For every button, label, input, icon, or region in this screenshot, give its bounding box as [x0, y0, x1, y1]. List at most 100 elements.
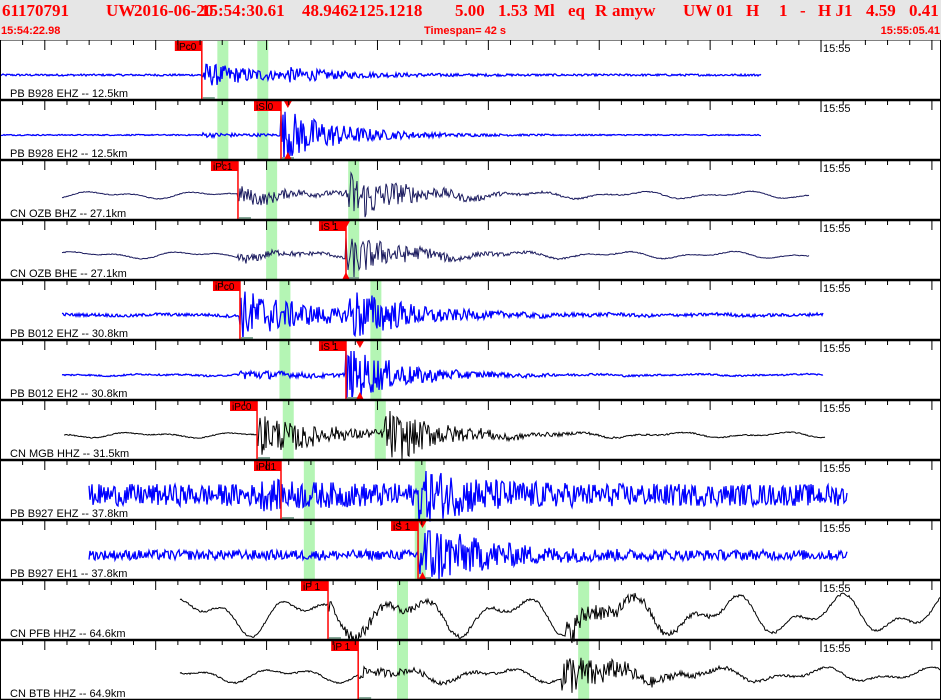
trace-panel[interactable]: iS 0 PB B928 EH2 -- 12.5km 15:55	[0, 100, 851, 161]
pick-label-box[interactable]	[230, 401, 258, 411]
seismogram-panels[interactable]: iPc0 PB B928 EHZ -- 12.5km 15:55 iS 0 PB B92…	[0, 40, 941, 700]
station-label: PB B928 EH2 -- 12.5km	[10, 148, 127, 160]
analysis-window	[217, 101, 229, 160]
event-type: eq	[568, 1, 585, 20]
pick-label: iPc0	[177, 42, 197, 53]
pick-label-box[interactable]	[212, 281, 240, 291]
station-label: CN BTB HHZ -- 64.9km	[10, 688, 126, 700]
longitude: -125.1218	[353, 1, 423, 20]
trace-panel[interactable]: iP 1 CN BTB HHZ -- 64.9km 15:55	[10, 640, 941, 700]
analysis-window	[414, 461, 426, 520]
trace-panel[interactable]: iPc0 CN MGB HHZ -- 31.5km 15:55	[10, 400, 851, 460]
pick-label-box[interactable]	[210, 161, 238, 171]
waveform	[88, 530, 848, 580]
waveform	[61, 171, 810, 218]
origin-time: 15:54:30.61	[201, 1, 285, 20]
pick-label: iPc0	[215, 282, 235, 293]
event-date: 2016-06-20	[134, 1, 214, 20]
minute-label: 15:55	[823, 223, 851, 235]
pick-label-box[interactable]	[174, 41, 202, 51]
pick-label-box[interactable]	[301, 581, 329, 591]
analysis-window	[279, 281, 291, 340]
timespan: Timespan= 42 s	[424, 25, 507, 37]
analysis-window	[414, 521, 426, 580]
s-marker-top-icon	[341, 221, 350, 228]
minute-label: 15:55	[823, 43, 851, 55]
magnitude: 1.53	[498, 1, 528, 20]
pick-uncertainty-bar	[346, 397, 359, 400]
trace-panel[interactable]: iP 1 CN PFB HHZ -- 64.6km 15:55	[10, 580, 941, 644]
waveform	[61, 350, 824, 401]
pick-label: iS 0	[256, 102, 274, 113]
station-label: PB B928 EHZ -- 12.5km	[10, 88, 128, 100]
minute-label: 15:55	[823, 343, 851, 355]
trace-panel[interactable]: iPc1 CN OZB BHZ -- 27.1km 15:55	[10, 160, 851, 220]
latitude: 48.9462	[302, 1, 358, 20]
minute-label: 15:55	[823, 403, 851, 415]
network: UW	[106, 1, 136, 20]
minute-label: 15:55	[823, 463, 851, 475]
depth: 5.00	[455, 1, 485, 20]
source: UW 01	[683, 1, 734, 20]
pick-label: iS 1	[321, 222, 339, 233]
field-1: 1	[779, 1, 788, 20]
trace-panel[interactable]: iPc0 PB B012 EHZ -- 30.8km 15:55	[10, 280, 851, 340]
waveform	[61, 236, 810, 278]
analysis-window	[279, 341, 291, 400]
pick-label: iS 1	[321, 342, 339, 353]
s-marker-bottom-icon	[341, 272, 350, 280]
minute-label: 15:55	[823, 163, 851, 175]
station-label: CN OZB BHZ -- 27.1km	[10, 208, 126, 220]
analysis-window	[303, 461, 315, 520]
station-label: PB B012 EHZ -- 30.8km	[10, 328, 128, 340]
s-marker-bottom-icon	[355, 392, 364, 400]
waveform	[179, 592, 941, 644]
analysis-window	[370, 341, 382, 400]
pick-label: iS 1	[393, 522, 411, 533]
pick-uncertainty-bar	[240, 337, 253, 340]
trace-panel[interactable]: iS 1 PB B012 EH2 -- 30.8km 15:55	[10, 340, 851, 401]
waveform	[179, 657, 941, 693]
analysis-window	[266, 161, 278, 220]
pick-uncertainty-bar	[258, 457, 271, 460]
event-id: 61170791	[2, 1, 70, 20]
value-b: 0.41	[909, 1, 939, 20]
analysis-window	[396, 581, 408, 640]
trace-panel[interactable]: iPc0 PB B928 EHZ -- 12.5km 15:55	[0, 40, 851, 100]
analysis-window	[578, 581, 590, 640]
pick-label: iP 1	[333, 642, 350, 653]
pick-label: iPc1	[213, 162, 233, 173]
pick-label-box[interactable]	[318, 341, 346, 351]
minute-label: 15:55	[823, 583, 851, 595]
station-label: CN OZB BHE -- 27.1km	[10, 268, 127, 280]
start-time: 15:54:22.98	[1, 25, 61, 37]
waveform	[63, 410, 826, 460]
minute-label: 15:55	[823, 643, 851, 655]
station-label: PB B012 EH2 -- 30.8km	[10, 388, 127, 400]
pick-label-box[interactable]	[318, 221, 346, 231]
analysis-window	[303, 521, 315, 580]
magnitude-type: Ml	[534, 1, 555, 20]
waveform	[88, 470, 848, 524]
pick-label-box[interactable]	[253, 461, 281, 471]
pick-label-box[interactable]	[253, 101, 281, 111]
station-label: CN PFB HHZ -- 64.6km	[10, 628, 126, 640]
pick-label-box[interactable]	[331, 641, 359, 651]
pick-uncertainty-bar	[329, 637, 342, 640]
pick-uncertainty-bar	[238, 217, 251, 220]
end-time: 15:55:05.41	[880, 25, 940, 37]
station-label: CN MGB HHZ -- 31.5km	[10, 448, 129, 460]
trace-panel[interactable]: iS 1 CN OZB BHE -- 27.1km 15:55	[10, 220, 851, 280]
trace-panel[interactable]: iS 1 PB B927 EH1 -- 37.8km 15:55	[10, 520, 851, 580]
analysis-window	[374, 401, 386, 460]
field-dash: -	[800, 1, 806, 20]
waveform	[61, 291, 824, 340]
pick-label-box[interactable]	[391, 521, 419, 531]
event-header: 61170791 UW 2016-06-20 15:54:30.61 48.94…	[0, 0, 941, 40]
minute-label: 15:55	[823, 283, 851, 295]
s-marker-top-icon	[355, 341, 364, 348]
s-marker-bottom-icon	[418, 572, 427, 580]
pick-label: iP 1	[303, 582, 320, 593]
review-flag: R	[595, 1, 608, 20]
